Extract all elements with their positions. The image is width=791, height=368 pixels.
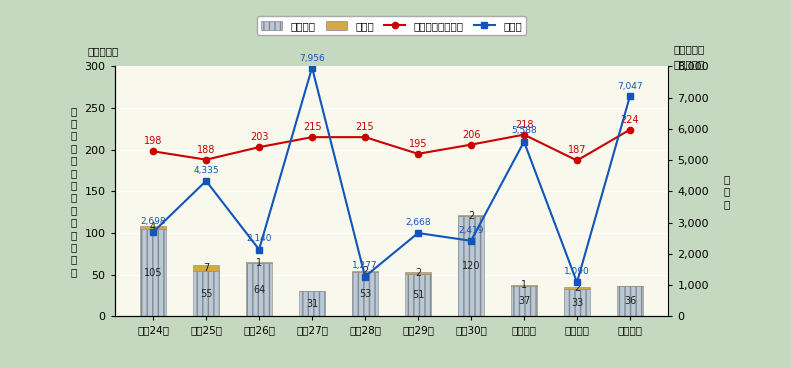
Text: 2,698: 2,698 [140, 217, 166, 226]
Text: 7,047: 7,047 [617, 82, 643, 91]
Bar [299, 291, 325, 316]
Bar [458, 216, 484, 316]
Text: 1,277: 1,277 [352, 261, 378, 270]
Text: 188: 188 [197, 145, 215, 155]
Text: 55: 55 [200, 289, 212, 298]
Text: 203: 203 [250, 132, 268, 142]
Text: 2: 2 [468, 210, 474, 220]
Text: （人、件）: （人、件） [87, 46, 119, 56]
Bar [511, 286, 537, 316]
Text: 215: 215 [303, 122, 321, 132]
Text: 206: 206 [462, 130, 480, 139]
Bar [511, 285, 537, 286]
Text: 37: 37 [518, 296, 530, 306]
Bar [140, 226, 166, 229]
Text: 31: 31 [306, 298, 318, 308]
Text: 215: 215 [356, 122, 374, 132]
Bar [405, 272, 431, 274]
Text: （百万円）: （百万円） [674, 59, 706, 69]
Text: 2,419: 2,419 [458, 226, 484, 234]
Text: 64: 64 [253, 285, 265, 295]
Text: 2: 2 [415, 268, 421, 278]
Text: 51: 51 [412, 290, 424, 300]
Text: 2,140: 2,140 [246, 234, 272, 243]
Text: 7,956: 7,956 [299, 54, 325, 63]
Text: 1: 1 [521, 280, 527, 290]
Text: 2,668: 2,668 [405, 218, 431, 227]
Bar [564, 289, 590, 316]
Text: 187: 187 [568, 145, 586, 156]
Bar [352, 272, 378, 316]
Text: 1,090: 1,090 [564, 267, 590, 276]
Text: 105: 105 [144, 268, 162, 278]
Text: 198: 198 [144, 136, 162, 146]
Text: （各年中）: （各年中） [674, 44, 706, 54]
Text: 4,335: 4,335 [193, 166, 219, 175]
Bar [246, 262, 272, 263]
Text: 33: 33 [571, 298, 583, 308]
Text: 4: 4 [150, 222, 156, 232]
Text: 2: 2 [362, 266, 368, 276]
Text: 218: 218 [515, 120, 533, 130]
Text: 120: 120 [462, 261, 480, 272]
Text: 7: 7 [203, 263, 210, 273]
Bar [352, 270, 378, 272]
Text: 5,588: 5,588 [511, 127, 537, 135]
Bar [405, 274, 431, 316]
Bar [458, 215, 484, 216]
Bar [193, 265, 219, 270]
Text: 36: 36 [624, 297, 636, 307]
Bar [193, 270, 219, 316]
Text: 53: 53 [359, 289, 371, 300]
Legend: 負傷者数, 死者数, 火災事故発生件数, 損害額: 負傷者数, 死者数, 火災事故発生件数, 損害額 [257, 17, 526, 35]
Text: 損
害
額: 損 害 額 [724, 174, 729, 209]
Text: 1: 1 [256, 258, 262, 268]
Bar [140, 229, 166, 316]
Text: 195: 195 [409, 139, 427, 149]
Text: 2: 2 [573, 283, 580, 293]
Text: 224: 224 [621, 114, 639, 125]
Bar [246, 263, 272, 316]
Text: 死
傷
者
数
及
び
火
災
事
故
発
生
件
数: 死 傷 者 数 及 び 火 災 事 故 発 生 件 数 [70, 106, 76, 277]
Bar [564, 287, 590, 289]
Bar [617, 286, 643, 316]
